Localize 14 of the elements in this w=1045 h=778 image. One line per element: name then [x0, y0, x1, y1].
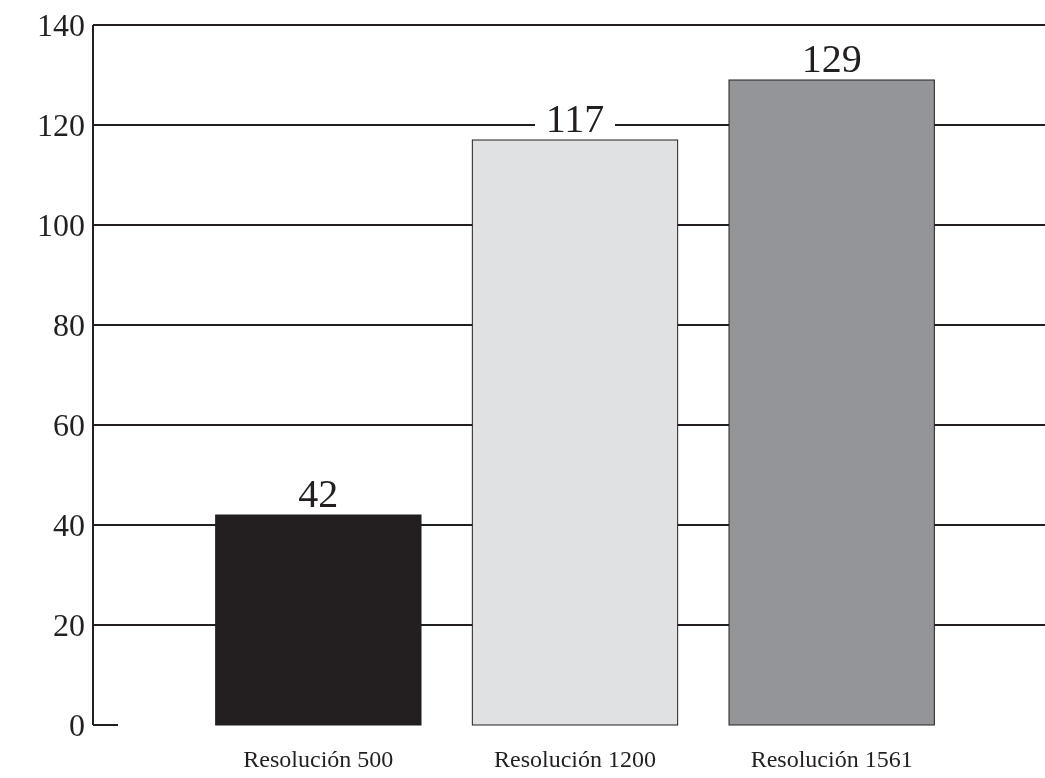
x-tick-label: Resolución 500: [243, 746, 394, 772]
y-tick-label: 140: [37, 7, 85, 44]
y-tick-label: 20: [53, 607, 85, 644]
x-tick-label: Resolución 1561: [750, 746, 913, 772]
y-tick-label: 0: [69, 707, 85, 744]
x-tick-label: Resolución 1200: [494, 746, 656, 772]
data-label: 42: [298, 471, 339, 516]
y-tick-label: 40: [53, 507, 85, 544]
y-tick-label: 80: [53, 307, 85, 344]
y-tick-label: 60: [53, 407, 85, 444]
data-label: 117: [545, 96, 605, 141]
y-tick-label: 120: [37, 107, 85, 144]
data-label: 129: [801, 36, 862, 81]
y-tick-label: 100: [37, 207, 85, 244]
